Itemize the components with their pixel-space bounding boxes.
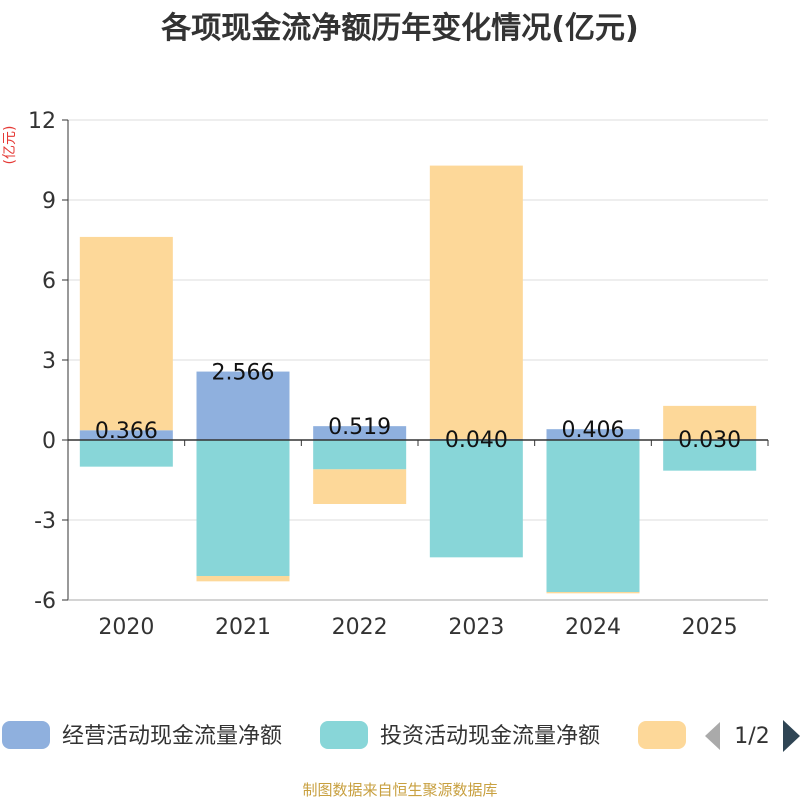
bar <box>313 426 407 440</box>
y-tick-label: 12 <box>28 109 56 134</box>
y-tick-label: 9 <box>42 189 56 214</box>
legend-swatch <box>2 721 50 749</box>
prev-page-icon[interactable] <box>705 722 720 750</box>
bar <box>313 469 407 504</box>
legend-label: 经营活动现金流量净额 <box>62 724 282 749</box>
bar <box>196 576 290 582</box>
data-label: 0.040 <box>445 428 508 453</box>
legend: 经营活动现金流量净额 投资活动现金流量净额 1/2 <box>2 720 800 752</box>
x-tick-label: 2025 <box>682 615 738 640</box>
x-tick-label: 2022 <box>332 615 388 640</box>
next-page-icon[interactable] <box>783 720 800 752</box>
y-tick-label: 3 <box>42 349 56 374</box>
bar <box>79 430 173 440</box>
data-label: 2.566 <box>212 361 275 386</box>
y-tick-label: -3 <box>34 509 56 534</box>
bar <box>663 440 757 471</box>
bar <box>196 440 290 576</box>
bar <box>429 440 523 558</box>
bar <box>663 405 757 440</box>
bar <box>546 592 640 594</box>
legend-label: 投资活动现金流量净额 <box>380 724 600 749</box>
bars <box>79 165 757 594</box>
grid-lines <box>68 119 768 601</box>
y-tick-label: -6 <box>34 589 56 614</box>
bar <box>429 165 523 439</box>
source-note: 制图数据来自恒生聚源数据库 <box>302 781 497 799</box>
data-label: 0.406 <box>562 418 625 443</box>
legend-swatch <box>320 721 368 749</box>
legend-page-indicator: 1/2 <box>734 724 769 749</box>
bar <box>196 371 290 440</box>
bar <box>313 440 407 470</box>
x-tick-label: 2021 <box>215 615 271 640</box>
y-axis-unit: (亿元) <box>2 126 18 165</box>
chart-title: 各项现金流净额历年变化情况(亿元) <box>160 11 638 46</box>
legend-swatch <box>638 721 686 749</box>
data-label: 0.519 <box>328 415 391 440</box>
x-tick-label: 2024 <box>565 615 621 640</box>
y-tick-label: 0 <box>42 429 56 454</box>
bar <box>79 236 173 431</box>
axes: 12 9 6 3 0 -3 -6 2020 2021 2022 2023 2024 2025 <box>28 109 769 640</box>
y-tick-label: 6 <box>42 269 56 294</box>
bar <box>79 440 173 467</box>
bar <box>546 440 640 592</box>
data-label: 0.366 <box>95 419 158 444</box>
data-labels: 0.366 2.566 0.519 0.040 0.406 0.030 <box>95 361 741 454</box>
legend-pager: 1/2 <box>705 720 800 752</box>
bar <box>546 429 640 440</box>
data-label: 0.030 <box>678 428 741 453</box>
x-tick-label: 2020 <box>98 615 154 640</box>
x-tick-label: 2023 <box>448 615 504 640</box>
